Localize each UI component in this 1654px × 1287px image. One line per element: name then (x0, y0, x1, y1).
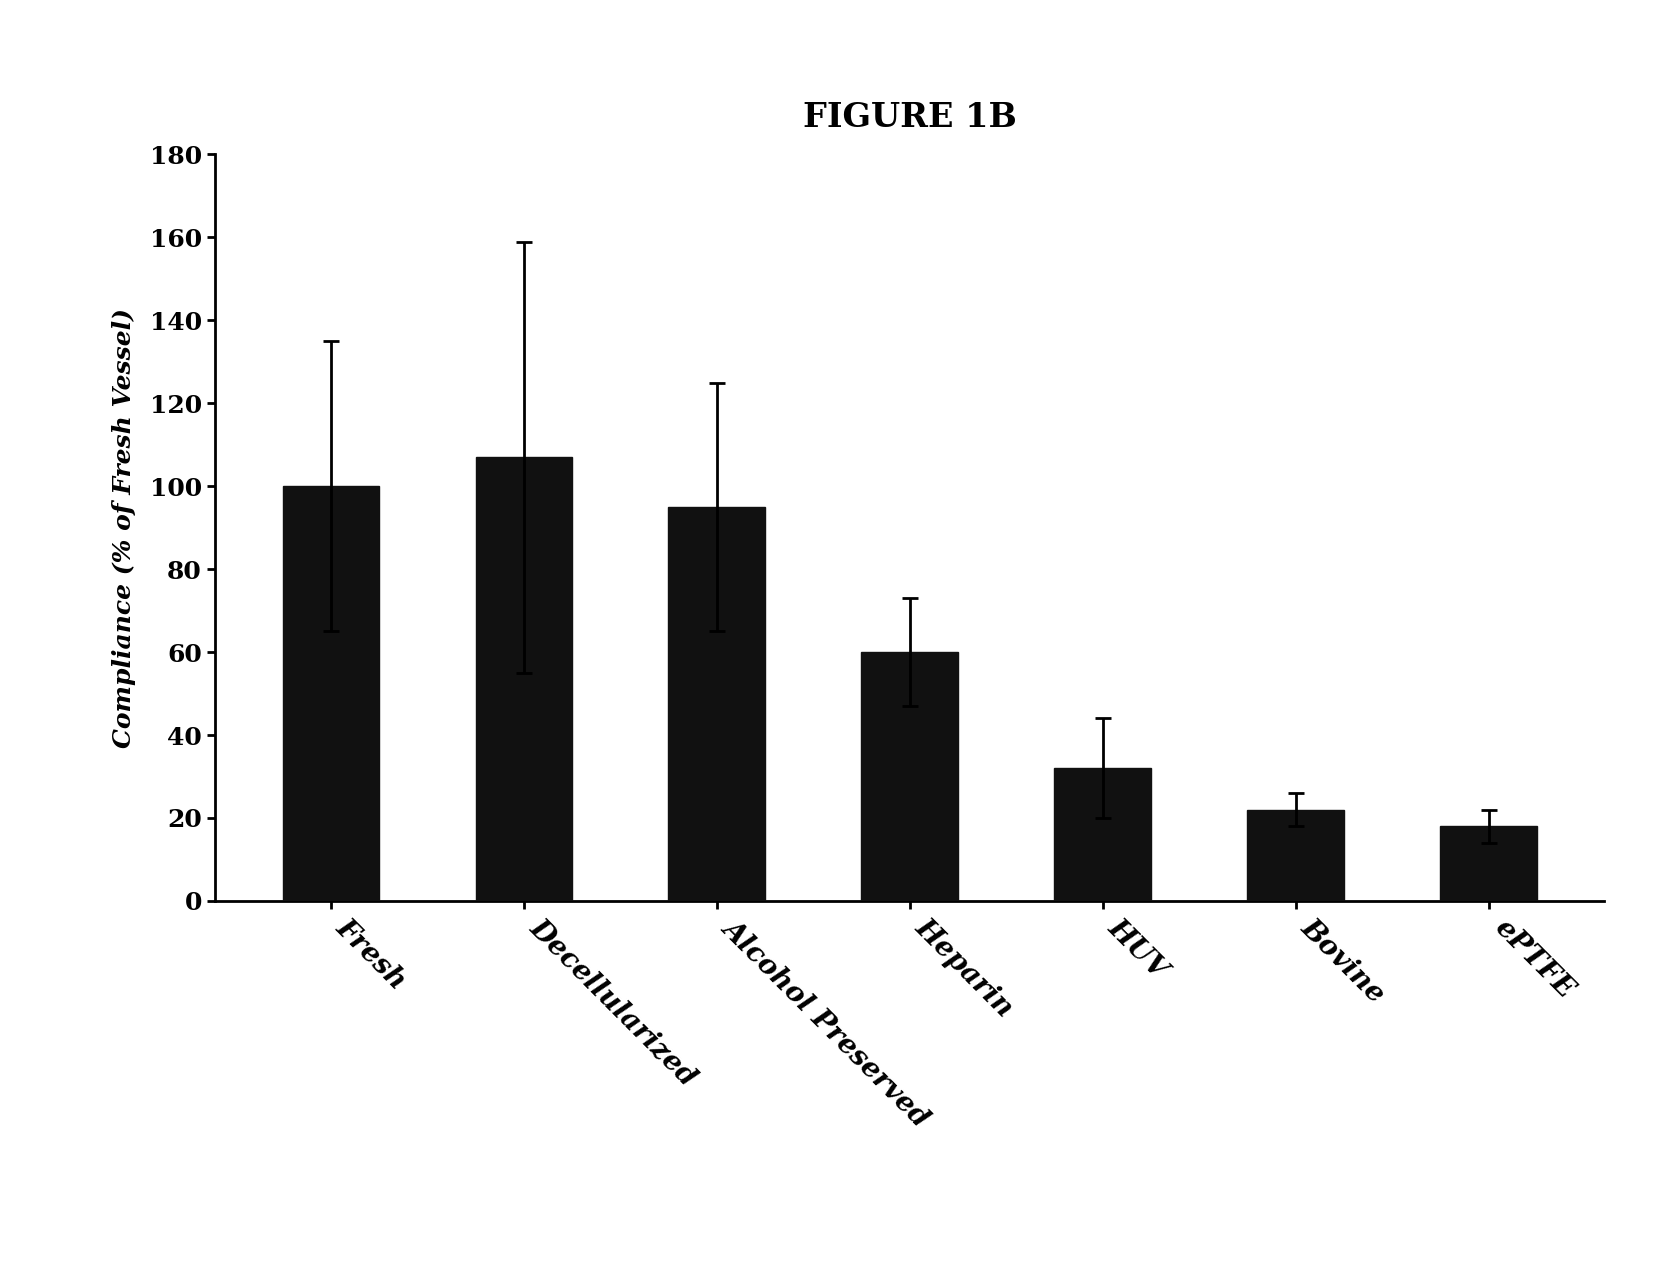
Bar (283, 486, 379, 901)
Title: FIGURE 1B: FIGURE 1B (802, 100, 1017, 134)
Bar (476, 457, 572, 901)
Bar (668, 507, 764, 901)
Bar (1055, 768, 1151, 901)
Bar (1441, 826, 1537, 901)
Y-axis label: Compliance (% of Fresh Vessel): Compliance (% of Fresh Vessel) (112, 308, 136, 748)
Bar (1247, 810, 1343, 901)
Bar (862, 653, 958, 901)
